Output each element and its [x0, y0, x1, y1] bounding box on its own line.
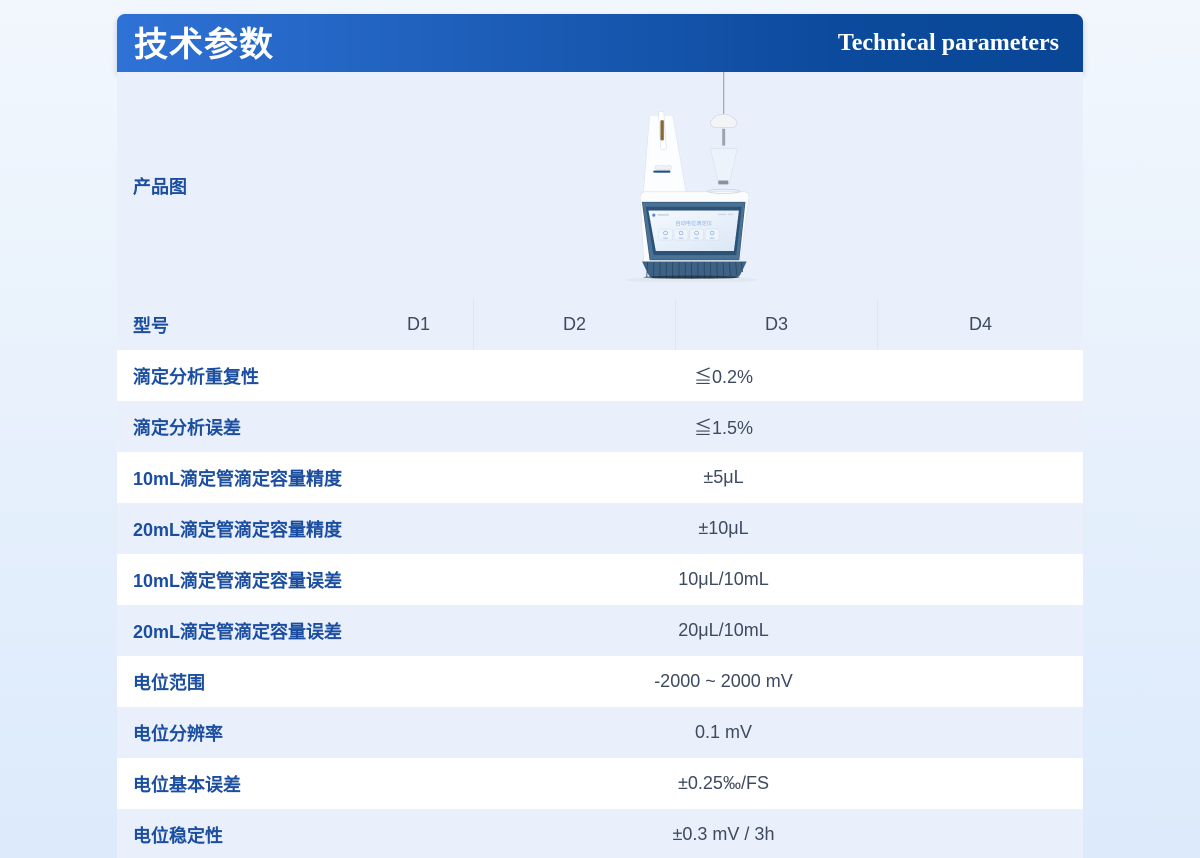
- svg-text:自动电位滴定仪: 自动电位滴定仪: [675, 219, 712, 227]
